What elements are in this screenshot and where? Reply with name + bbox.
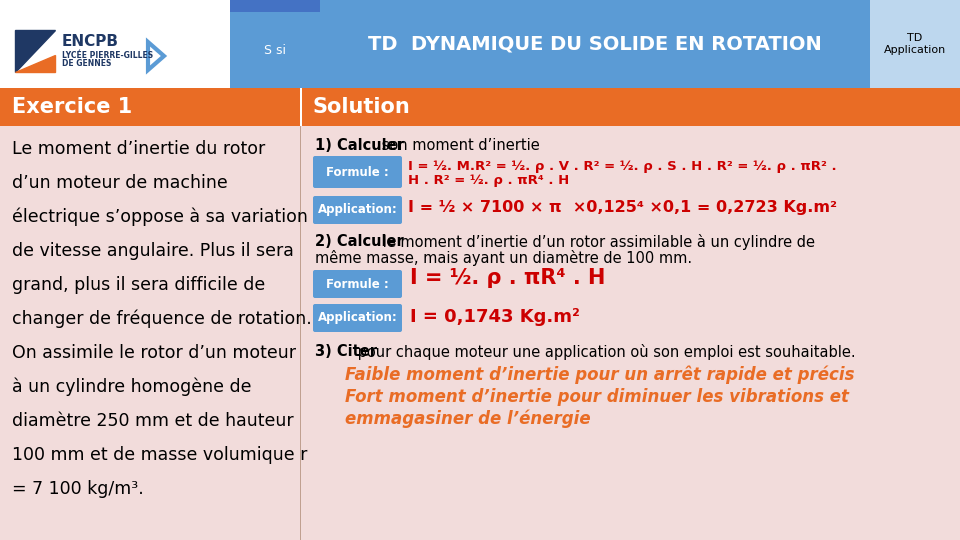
Text: Solution: Solution — [312, 97, 410, 117]
Bar — [230, 0, 320, 12]
Bar — [0, 88, 960, 126]
FancyBboxPatch shape — [313, 304, 402, 332]
Bar — [0, 126, 300, 540]
Text: de vitesse angulaire. Plus il sera: de vitesse angulaire. Plus il sera — [12, 242, 294, 260]
Text: TD
Application: TD Application — [884, 33, 947, 55]
Text: Formule :: Formule : — [326, 165, 389, 179]
Text: 100 mm et de masse volumique r: 100 mm et de masse volumique r — [12, 446, 307, 464]
Text: ENCPB: ENCPB — [62, 35, 119, 50]
Text: = 7 100 kg/m³.: = 7 100 kg/m³. — [12, 480, 144, 498]
Text: électrique s’oppose à sa variation: électrique s’oppose à sa variation — [12, 208, 308, 226]
Text: son moment d’inertie: son moment d’inertie — [377, 138, 540, 153]
Text: même masse, mais ayant un diamètre de 100 mm.: même masse, mais ayant un diamètre de 10… — [315, 250, 692, 266]
Bar — [300, 126, 960, 540]
Text: Fort moment d’inertie pour diminuer les vibrations et: Fort moment d’inertie pour diminuer les … — [345, 388, 849, 406]
Polygon shape — [15, 30, 55, 72]
Text: pour chaque moteur une application où son emploi est souhaitable.: pour chaque moteur une application où so… — [353, 344, 855, 360]
Text: TD  DYNAMIQUE DU SOLIDE EN ROTATION: TD DYNAMIQUE DU SOLIDE EN ROTATION — [368, 35, 822, 53]
FancyBboxPatch shape — [313, 270, 402, 298]
Bar — [0, 0, 230, 88]
Text: I = ½ × 7100 × π  ×0,125⁴ ×0,1 = 0,2723 Kg.m²: I = ½ × 7100 × π ×0,125⁴ ×0,1 = 0,2723 K… — [408, 200, 837, 215]
Text: S si: S si — [264, 44, 286, 57]
Text: I = 0,1743 Kg.m²: I = 0,1743 Kg.m² — [410, 308, 580, 326]
FancyBboxPatch shape — [313, 156, 402, 188]
Text: Application:: Application: — [318, 312, 397, 325]
Text: 2) Calculer: 2) Calculer — [315, 234, 404, 249]
FancyBboxPatch shape — [313, 196, 402, 224]
Text: le moment d’inertie d’un rotor assimilable à un cylindre de: le moment d’inertie d’un rotor assimilab… — [378, 234, 815, 250]
Text: Exercice 1: Exercice 1 — [12, 97, 132, 117]
Text: Le moment d’inertie du rotor: Le moment d’inertie du rotor — [12, 140, 265, 158]
Text: 1) Calculer: 1) Calculer — [315, 138, 404, 153]
Bar — [320, 0, 870, 88]
Bar — [870, 0, 960, 88]
Text: I = ½. M.R² = ½. ρ . V . R² = ½. ρ . S . H . R² = ½. ρ . πR² .: I = ½. M.R² = ½. ρ . V . R² = ½. ρ . S .… — [408, 160, 836, 173]
Bar — [300, 88, 302, 126]
Bar — [300, 126, 301, 540]
Text: emmagasiner de l’énergie: emmagasiner de l’énergie — [345, 410, 590, 429]
Text: grand, plus il sera difficile de: grand, plus il sera difficile de — [12, 276, 265, 294]
Text: LYCÉE PIERRE-GILLES: LYCÉE PIERRE-GILLES — [62, 51, 154, 59]
Text: I = ½. ρ . πR⁴ . H: I = ½. ρ . πR⁴ . H — [410, 268, 606, 288]
Text: Application:: Application: — [318, 204, 397, 217]
Text: Faible moment d’inertie pour un arrêt rapide et précis: Faible moment d’inertie pour un arrêt ra… — [345, 366, 854, 384]
Text: d’un moteur de machine: d’un moteur de machine — [12, 174, 228, 192]
Polygon shape — [15, 55, 55, 72]
Bar — [230, 12, 320, 88]
Text: DE GENNES: DE GENNES — [62, 58, 111, 68]
Text: H . R² = ½. ρ . πR⁴ . H: H . R² = ½. ρ . πR⁴ . H — [408, 174, 569, 187]
Text: 3) Citer: 3) Citer — [315, 344, 377, 359]
Text: à un cylindre homogène de: à un cylindre homogène de — [12, 378, 252, 396]
Text: changer de fréquence de rotation.: changer de fréquence de rotation. — [12, 310, 312, 328]
Text: diamètre 250 mm et de hauteur: diamètre 250 mm et de hauteur — [12, 412, 294, 430]
Text: On assimile le rotor d’un moteur: On assimile le rotor d’un moteur — [12, 344, 296, 362]
Text: Formule :: Formule : — [326, 278, 389, 291]
